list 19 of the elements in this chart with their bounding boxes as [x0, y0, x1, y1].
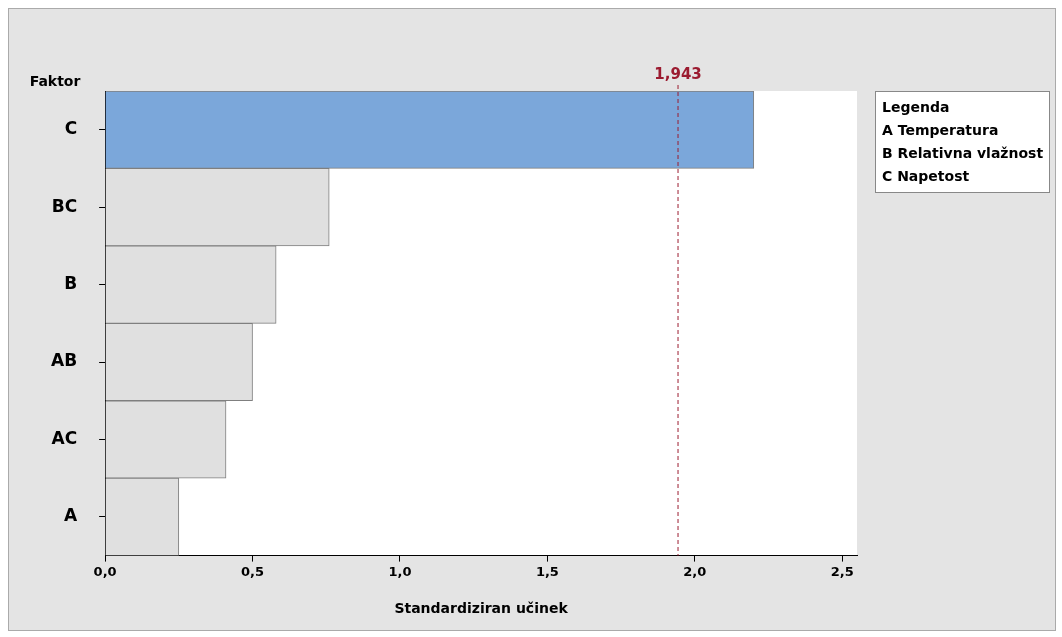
- x-tick-label: 1,0: [388, 563, 412, 579]
- x-tick-label: 2,5: [830, 563, 854, 579]
- text: A Temperatura: [882, 121, 1000, 140]
- x-axis-title: Standardiziran učinek: [394, 600, 569, 617]
- y-tick-label: BC: [51, 195, 78, 216]
- text: B Relativna vlažnost: [882, 144, 1044, 163]
- x-tick-label: 2,0: [683, 563, 707, 579]
- y-tick-label: C: [64, 118, 78, 139]
- ref-line-label: 1,943: [654, 65, 702, 84]
- x-tick-label: 0,0: [93, 563, 117, 579]
- y-axis-title: Faktor: [29, 72, 81, 89]
- x-tick-label: 1,5: [535, 563, 559, 579]
- x-tick-label: 0,5: [241, 563, 265, 579]
- y-tick-label: AB: [50, 350, 78, 371]
- legend-title: Legenda: [882, 98, 951, 117]
- y-tick-label: B: [64, 273, 78, 294]
- text: C Napetost: [882, 167, 971, 186]
- y-tick-label: A: [63, 505, 78, 526]
- y-tick-label: AC: [51, 427, 78, 448]
